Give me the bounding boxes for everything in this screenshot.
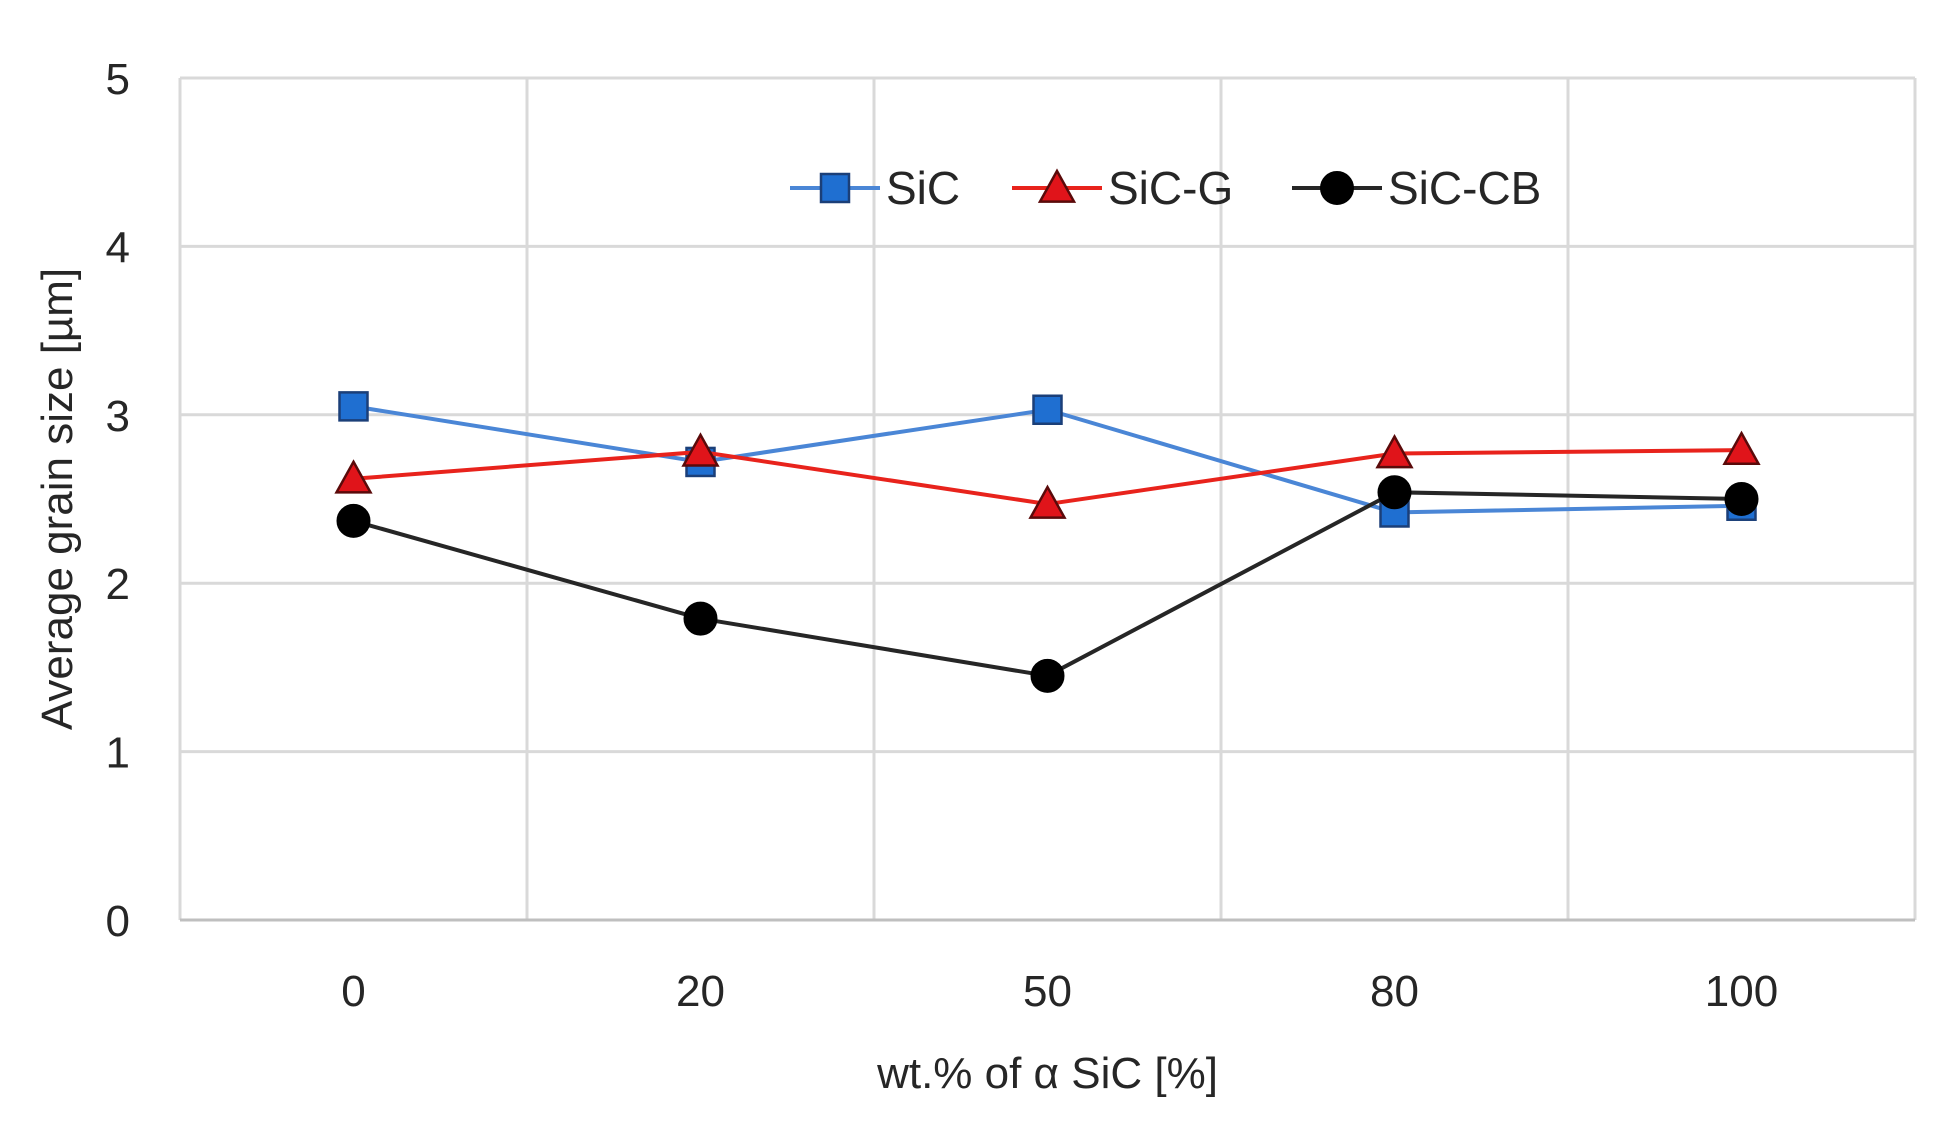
data-point-sic-cb bbox=[1030, 658, 1065, 693]
x-tick-label: 100 bbox=[1705, 967, 1778, 1016]
x-tick-label: 20 bbox=[676, 967, 725, 1016]
x-axis-title: wt.% of α SiC [%] bbox=[876, 1049, 1218, 1098]
series-layer bbox=[334, 391, 1761, 693]
legend: SiC SiC-G SiC-CB bbox=[790, 162, 1541, 214]
legend-swatch-marker bbox=[819, 172, 851, 204]
data-point-sic-cb bbox=[683, 601, 718, 636]
legend-swatch-marker bbox=[1037, 168, 1077, 203]
series-sic-cb bbox=[336, 475, 1759, 693]
data-point-sic-g bbox=[1375, 433, 1414, 469]
x-tick-label: 0 bbox=[341, 967, 365, 1016]
legend-label: SiC-CB bbox=[1388, 162, 1541, 214]
legend-swatch-marker bbox=[1320, 171, 1354, 205]
legend-item-sic-cb: SiC-CB bbox=[1292, 162, 1541, 214]
data-point-sic-g bbox=[681, 432, 720, 467]
legend-item-sic-g: SiC-G bbox=[1012, 162, 1233, 214]
legend-label: SiC bbox=[886, 162, 960, 214]
y-axis-title: Average grain size [µm] bbox=[33, 268, 82, 730]
y-tick-label: 2 bbox=[106, 560, 130, 609]
data-point-sic-g bbox=[1722, 430, 1761, 466]
data-point-sic-cb bbox=[1377, 475, 1412, 510]
y-tick-label: 5 bbox=[106, 55, 130, 104]
legend-item-sic: SiC bbox=[790, 162, 960, 214]
y-tick-label: 1 bbox=[106, 729, 130, 778]
data-point-sic bbox=[1032, 394, 1063, 425]
axis-labels: wt.% of α SiC [%] Average grain size [µm… bbox=[33, 268, 1218, 1098]
x-tick-label: 50 bbox=[1023, 967, 1072, 1016]
y-tick-label: 0 bbox=[106, 897, 130, 946]
series-sic-g bbox=[334, 430, 1761, 519]
y-tick-label: 3 bbox=[106, 392, 130, 441]
data-point-sic-g bbox=[334, 459, 373, 494]
y-tick-label: 4 bbox=[106, 223, 130, 272]
x-tick-label: 80 bbox=[1370, 967, 1419, 1016]
data-point-sic-g bbox=[1028, 484, 1067, 519]
data-point-sic-cb bbox=[1724, 482, 1759, 516]
data-point-sic bbox=[338, 391, 369, 422]
data-point-sic-cb bbox=[336, 503, 371, 538]
legend-label: SiC-G bbox=[1108, 162, 1233, 214]
